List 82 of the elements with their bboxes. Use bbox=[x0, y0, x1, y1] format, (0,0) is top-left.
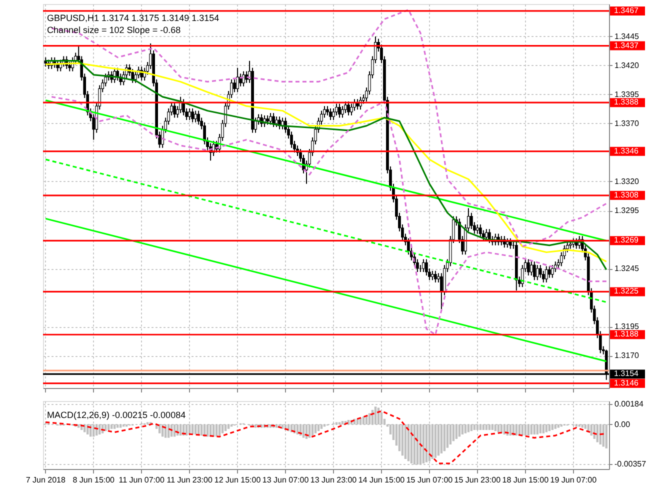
candlestick bbox=[191, 108, 194, 123]
candlestick bbox=[526, 258, 530, 276]
candlestick bbox=[508, 238, 512, 250]
y-tick-label: 1.3320 bbox=[614, 177, 640, 186]
candlestick bbox=[548, 266, 551, 278]
ref-line-label: 1.3188 bbox=[614, 330, 640, 339]
candlestick bbox=[488, 228, 491, 244]
x-tick-label: 14 Jun 15:00 bbox=[358, 476, 406, 484]
candlestick bbox=[425, 258, 428, 276]
candlestick bbox=[350, 103, 353, 116]
x-tick-label: 13 Jun 23:00 bbox=[310, 476, 358, 484]
x-tick-label: 18 Jun 15:00 bbox=[502, 476, 550, 484]
ref-line-label: 1.3154 bbox=[614, 369, 640, 378]
candlestick bbox=[188, 108, 191, 121]
candlestick bbox=[242, 70, 245, 87]
x-tick-label: 11 Jun 07:00 bbox=[118, 476, 165, 484]
y-tick-label: 1.3195 bbox=[614, 322, 640, 332]
candlestick bbox=[544, 266, 548, 283]
candlestick bbox=[56, 60, 60, 72]
x-tick-label: 15 Jun 23:00 bbox=[454, 476, 502, 484]
candlestick bbox=[431, 270, 434, 281]
ref-line-label: 1.3346 bbox=[614, 146, 640, 156]
x-tick-label: 15 Jun 07:00 bbox=[406, 476, 454, 484]
candlestick bbox=[536, 264, 539, 281]
candlestick bbox=[44, 56, 48, 68]
candlestick bbox=[233, 78, 236, 93]
candlestick bbox=[532, 261, 536, 281]
y-tick-label: 1.3245 bbox=[614, 264, 640, 274]
y-tick-label: 1.3170 bbox=[614, 351, 640, 360]
candlestick bbox=[476, 224, 479, 234]
candlestick bbox=[550, 264, 554, 278]
y-tick-label: 1.3445 bbox=[614, 32, 640, 41]
candlestick bbox=[173, 102, 176, 118]
candlestick bbox=[197, 110, 200, 126]
x-tick-label: 8 Jun 15:00 bbox=[72, 476, 116, 484]
ref-line-label: 1.3308 bbox=[614, 190, 640, 200]
y-tick-label: 1.3295 bbox=[614, 206, 640, 215]
text: MACD(12,26,9) -0.00215 -0.00084 bbox=[47, 410, 186, 420]
candlestick bbox=[329, 108, 332, 121]
line-series bbox=[50, 96, 608, 336]
candlestick bbox=[272, 112, 275, 128]
x-tick-label: 19 Jun 07:00 bbox=[550, 476, 598, 484]
candlestick bbox=[134, 70, 138, 84]
y-tick-label: 0.00184 bbox=[614, 399, 644, 408]
candlestick bbox=[179, 96, 182, 114]
ref-line-label: 1.3437 bbox=[614, 40, 640, 50]
x-tick-label: 12 Jun 15:00 bbox=[214, 476, 262, 484]
text: GBPUSD,H1 1.3174 1.3175 1.3149 1.3154 bbox=[47, 13, 220, 23]
x-tick-label: 7 Jun 2018 bbox=[26, 476, 66, 484]
ref-line-label: 1.3467 bbox=[614, 6, 640, 15]
candlestick bbox=[326, 106, 329, 116]
y-tick-label: 1.3395 bbox=[614, 90, 640, 99]
candlestick bbox=[266, 114, 269, 126]
ref-line-label: 1.3269 bbox=[614, 236, 640, 245]
x-tick-label: 13 Jun 07:00 bbox=[262, 476, 310, 484]
candlestick bbox=[538, 264, 542, 278]
candlestick bbox=[236, 67, 239, 93]
candlestick bbox=[422, 258, 425, 272]
candlestick bbox=[131, 68, 134, 84]
candlestick bbox=[332, 108, 335, 121]
ref-line-label: 1.3225 bbox=[614, 286, 640, 296]
y-tick-label: 0.00 bbox=[614, 420, 631, 429]
y-tick-label: 1.3420 bbox=[614, 60, 640, 70]
candlestick bbox=[434, 270, 437, 283]
x-tick-label: 11 Jun 23:00 bbox=[166, 476, 213, 484]
ref-line-label: 1.3388 bbox=[614, 98, 640, 107]
candlestick bbox=[194, 110, 197, 123]
candlestick bbox=[275, 116, 278, 128]
candlestick bbox=[344, 100, 347, 114]
candlestick bbox=[338, 103, 341, 118]
candlestick bbox=[506, 238, 509, 248]
candlestick bbox=[530, 261, 533, 276]
candlestick bbox=[341, 106, 344, 118]
y-tick-label: 1.3370 bbox=[614, 118, 640, 128]
candlestick bbox=[182, 98, 185, 116]
candlestick bbox=[290, 131, 293, 148]
ref-line-label: 1.3146 bbox=[614, 378, 640, 388]
candlestick bbox=[470, 212, 473, 230]
y-tick-label: -0.00357 bbox=[614, 460, 647, 469]
candlestick bbox=[335, 103, 338, 116]
candlestick bbox=[347, 100, 350, 116]
candlestick bbox=[479, 224, 482, 238]
